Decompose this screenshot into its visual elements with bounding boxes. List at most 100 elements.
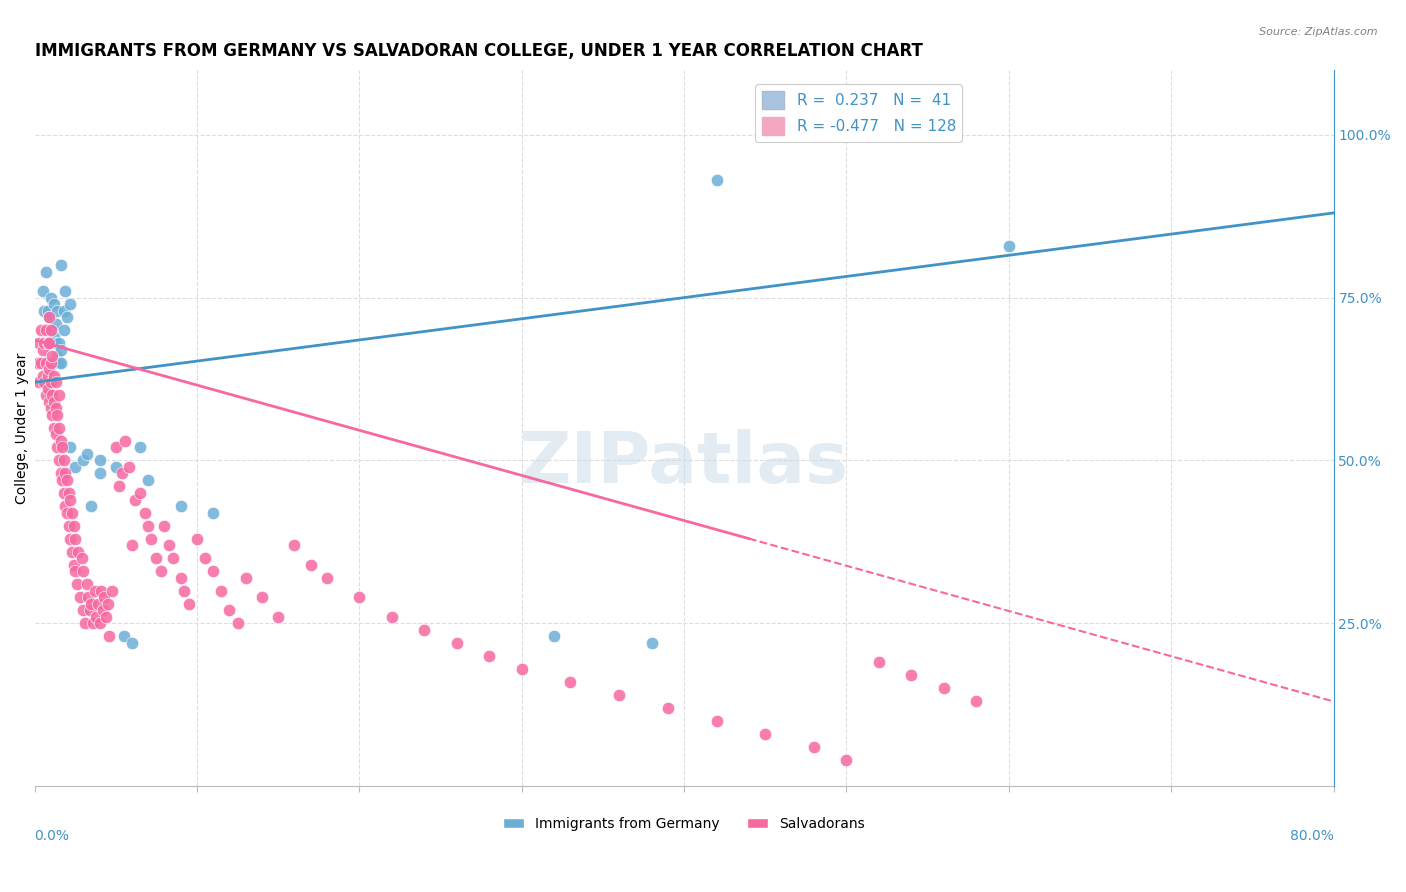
Point	[101, 583, 124, 598]
Point	[35, 323, 58, 337]
Point	[48, 336, 70, 351]
Point	[72, 453, 94, 467]
Point	[51, 473, 73, 487]
Point	[46, 303, 69, 318]
Point	[45, 376, 67, 390]
Point	[267, 609, 290, 624]
Point	[150, 564, 173, 578]
Point	[706, 714, 728, 728]
Point	[77, 591, 100, 605]
Point	[56, 473, 79, 487]
Point	[89, 467, 111, 481]
Point	[48, 356, 70, 370]
Point	[121, 538, 143, 552]
Point	[104, 441, 127, 455]
Point	[543, 629, 565, 643]
Point	[76, 447, 98, 461]
Point	[35, 264, 58, 278]
Point	[55, 467, 77, 481]
Point	[89, 616, 111, 631]
Point	[56, 310, 79, 325]
Point	[129, 441, 152, 455]
Point	[73, 616, 96, 631]
Point	[35, 356, 58, 370]
Point	[640, 636, 662, 650]
Point	[170, 571, 193, 585]
Point	[607, 688, 630, 702]
Y-axis label: College, Under 1 year: College, Under 1 year	[15, 352, 30, 504]
Point	[153, 518, 176, 533]
Point	[49, 356, 72, 370]
Text: 80.0%: 80.0%	[1289, 829, 1333, 843]
Text: IMMIGRANTS FROM GERMANY VS SALVADORAN COLLEGE, UNDER 1 YEAR CORRELATION CHART: IMMIGRANTS FROM GERMANY VS SALVADORAN CO…	[35, 42, 922, 60]
Point	[349, 591, 371, 605]
Point	[80, 597, 103, 611]
Point	[67, 544, 90, 558]
Point	[31, 284, 53, 298]
Point	[114, 434, 136, 448]
Point	[48, 421, 70, 435]
Point	[82, 616, 104, 631]
Point	[111, 467, 134, 481]
Point	[27, 356, 49, 370]
Point	[706, 173, 728, 187]
Text: 0.0%: 0.0%	[35, 829, 69, 843]
Point	[83, 583, 105, 598]
Point	[55, 284, 77, 298]
Point	[39, 291, 62, 305]
Text: ZIPatlas: ZIPatlas	[519, 429, 849, 499]
Point	[136, 518, 159, 533]
Point	[104, 459, 127, 474]
Point	[45, 317, 67, 331]
Point	[250, 591, 273, 605]
Point	[37, 368, 59, 383]
Point	[31, 343, 53, 357]
Point	[835, 753, 858, 767]
Point	[49, 434, 72, 448]
Point	[31, 368, 53, 383]
Point	[59, 532, 82, 546]
Point	[30, 323, 52, 337]
Point	[41, 408, 63, 422]
Point	[58, 518, 80, 533]
Point	[89, 453, 111, 467]
Point	[37, 336, 59, 351]
Point	[38, 310, 60, 325]
Point	[136, 473, 159, 487]
Point	[87, 597, 110, 611]
Point	[202, 564, 225, 578]
Point	[52, 303, 75, 318]
Point	[121, 636, 143, 650]
Point	[283, 538, 305, 552]
Point	[38, 336, 60, 351]
Point	[58, 486, 80, 500]
Point	[60, 544, 83, 558]
Point	[45, 401, 67, 416]
Point	[45, 336, 67, 351]
Point	[42, 421, 65, 435]
Point	[62, 518, 84, 533]
Point	[932, 681, 955, 696]
Point	[315, 571, 337, 585]
Point	[173, 583, 195, 598]
Point	[41, 388, 63, 402]
Point	[41, 349, 63, 363]
Point	[56, 506, 79, 520]
Point	[42, 368, 65, 383]
Point	[381, 609, 404, 624]
Point	[177, 597, 200, 611]
Point	[76, 577, 98, 591]
Point	[900, 668, 922, 682]
Point	[218, 603, 240, 617]
Point	[162, 551, 184, 566]
Point	[42, 329, 65, 343]
Point	[39, 323, 62, 337]
Point	[60, 506, 83, 520]
Point	[51, 441, 73, 455]
Point	[34, 303, 56, 318]
Point	[170, 499, 193, 513]
Point	[145, 551, 167, 566]
Point	[98, 629, 121, 643]
Point	[62, 558, 84, 572]
Point	[478, 648, 501, 663]
